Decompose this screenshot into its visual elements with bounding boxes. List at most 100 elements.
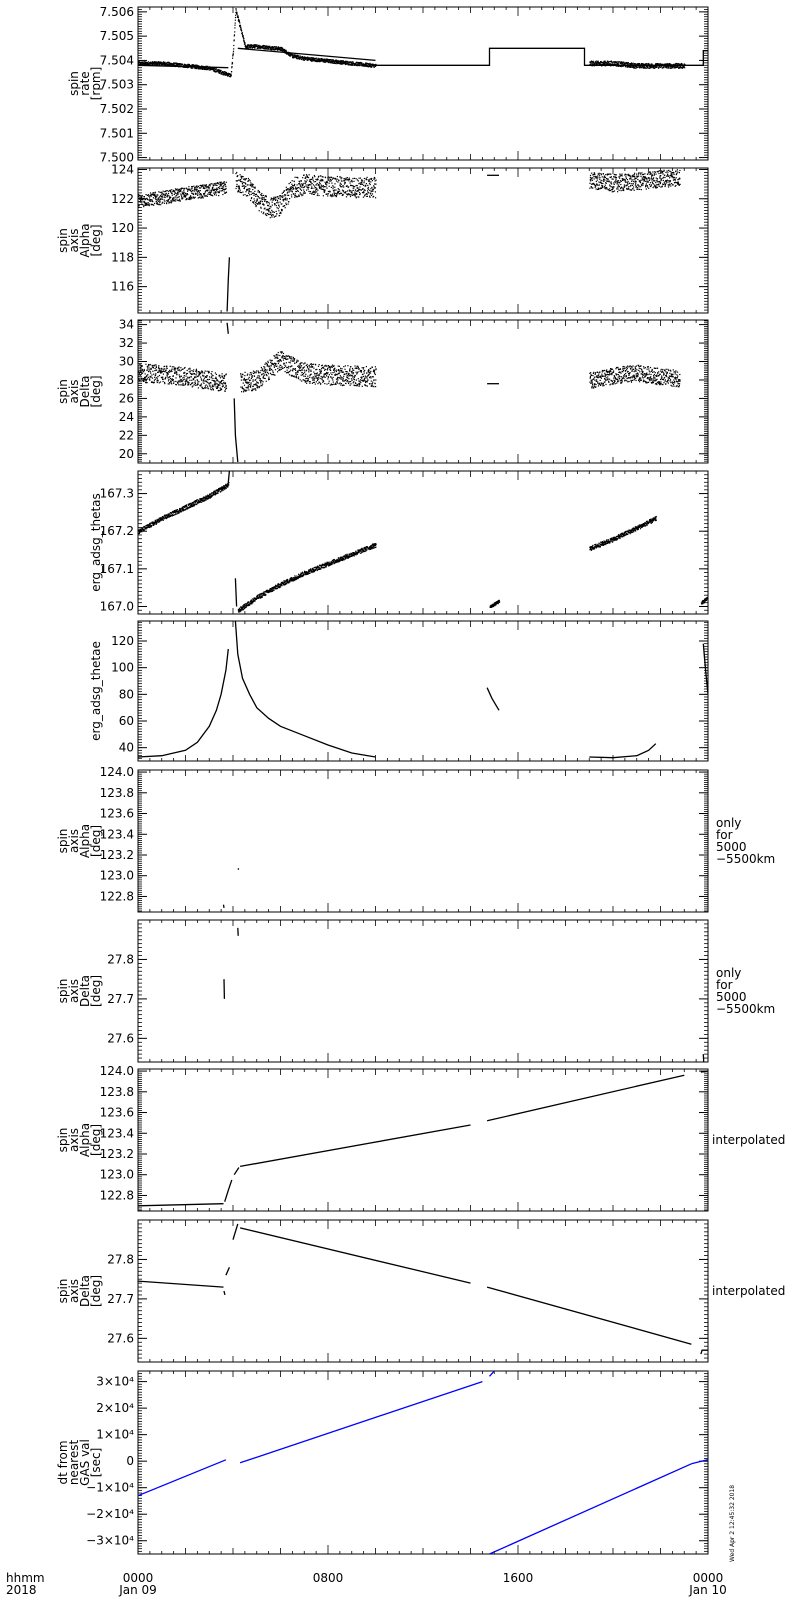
data-point bbox=[610, 65, 612, 67]
data-point bbox=[166, 200, 168, 202]
data-point bbox=[349, 63, 351, 65]
data-point bbox=[312, 191, 314, 193]
data-point bbox=[604, 179, 606, 181]
data-point bbox=[660, 178, 662, 180]
data-point bbox=[147, 374, 149, 376]
data-point bbox=[264, 45, 266, 47]
data-point bbox=[140, 201, 142, 203]
data-point bbox=[179, 375, 181, 377]
data-point bbox=[199, 187, 201, 189]
data-point bbox=[307, 57, 310, 59]
data-point bbox=[295, 56, 298, 58]
data-point bbox=[255, 205, 257, 208]
data-point bbox=[620, 183, 622, 186]
data-point bbox=[613, 183, 615, 185]
data-point bbox=[279, 201, 281, 203]
data-point bbox=[371, 193, 374, 195]
data-point bbox=[650, 172, 652, 174]
data-point bbox=[197, 382, 199, 384]
data-point bbox=[265, 199, 267, 201]
data-point bbox=[203, 68, 206, 71]
data-point bbox=[202, 187, 204, 189]
data-point bbox=[619, 65, 621, 67]
data-point bbox=[595, 60, 597, 62]
data-point bbox=[167, 199, 169, 201]
data-point bbox=[285, 194, 287, 196]
data-point bbox=[148, 363, 150, 366]
data-point bbox=[235, 8, 237, 10]
data-point bbox=[371, 64, 373, 66]
data-point bbox=[147, 371, 150, 373]
data-point bbox=[189, 372, 191, 374]
data-point bbox=[590, 186, 592, 188]
data-point bbox=[627, 183, 629, 185]
data-point bbox=[373, 66, 375, 68]
data-point bbox=[302, 187, 304, 189]
data-point bbox=[341, 61, 343, 63]
data-point bbox=[680, 66, 682, 68]
data-point bbox=[663, 170, 665, 172]
data-point bbox=[146, 202, 148, 204]
data-point bbox=[656, 186, 658, 188]
data-point bbox=[602, 185, 604, 187]
data-point bbox=[205, 190, 207, 192]
data-point bbox=[143, 197, 145, 200]
data-point bbox=[613, 190, 616, 192]
data-point bbox=[251, 192, 254, 194]
data-point bbox=[322, 179, 324, 181]
data-point bbox=[663, 183, 665, 186]
data-point bbox=[279, 198, 281, 200]
data-point bbox=[238, 21, 240, 23]
data-point bbox=[330, 194, 332, 196]
data-point bbox=[141, 195, 143, 197]
data-point bbox=[354, 192, 356, 194]
data-point bbox=[304, 56, 307, 58]
data-point bbox=[269, 207, 271, 209]
data-point bbox=[679, 183, 681, 185]
data-point bbox=[335, 180, 338, 182]
data-point bbox=[324, 190, 326, 192]
data-point bbox=[295, 55, 297, 57]
data-point bbox=[182, 380, 184, 382]
data-point bbox=[325, 61, 327, 63]
data-point bbox=[655, 187, 657, 189]
data-point bbox=[590, 183, 593, 185]
data-point bbox=[138, 195, 140, 198]
data-point bbox=[278, 48, 281, 50]
data-point bbox=[659, 176, 661, 178]
data-point bbox=[212, 68, 214, 70]
data-point bbox=[374, 180, 376, 182]
data-point bbox=[650, 176, 653, 178]
data-point bbox=[194, 380, 196, 382]
data-point bbox=[594, 175, 596, 178]
data-point bbox=[152, 204, 154, 206]
data-point bbox=[191, 67, 193, 69]
data-point bbox=[139, 379, 141, 381]
data-point bbox=[142, 370, 144, 372]
data-point bbox=[213, 68, 215, 70]
data-point bbox=[267, 208, 269, 210]
data-point bbox=[188, 64, 190, 67]
data-point bbox=[364, 194, 366, 196]
data-point bbox=[351, 184, 353, 187]
data-point bbox=[280, 47, 283, 49]
data-point bbox=[301, 186, 303, 188]
data-point bbox=[156, 202, 158, 204]
data-point bbox=[225, 188, 227, 190]
data-point bbox=[154, 367, 156, 369]
data-point bbox=[600, 173, 602, 175]
data-point bbox=[606, 187, 608, 189]
data-point bbox=[298, 182, 301, 184]
data-point bbox=[150, 199, 152, 201]
data-point bbox=[674, 179, 676, 181]
data-point bbox=[341, 186, 343, 188]
data-point bbox=[145, 63, 147, 65]
data-point bbox=[158, 365, 160, 367]
data-point bbox=[632, 65, 634, 67]
data-point bbox=[301, 56, 303, 58]
data-point bbox=[273, 216, 275, 218]
data-point bbox=[262, 196, 264, 199]
data-point bbox=[184, 381, 186, 383]
data-point bbox=[257, 196, 259, 198]
